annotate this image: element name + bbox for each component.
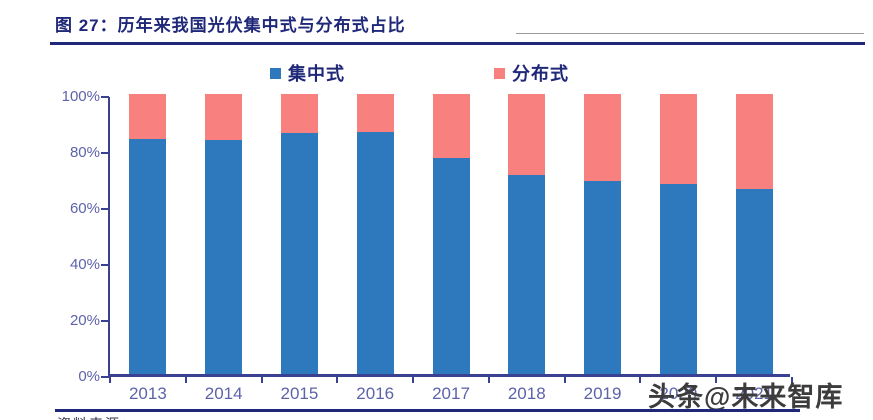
legend-label-centralized: 集中式 [288, 64, 345, 84]
y-axis-tick-mark [101, 320, 109, 322]
y-axis-tick-label: 40% [69, 256, 100, 273]
source-line-clipped: 资料来源： [57, 414, 477, 420]
y-axis-tick-mark [101, 376, 109, 378]
x-axis-tick-mark [184, 377, 187, 383]
x-axis-category-label: 2018 [507, 384, 546, 403]
y-axis-tick-label: 0% [78, 368, 100, 385]
x-axis-tick-mark [563, 377, 566, 383]
x-axis-category-label: 2016 [356, 384, 395, 403]
stacked-bar-2021 [735, 94, 773, 374]
plot-wrap: 0% 20% 40% 60% 80% 100% 2013 2014 2015 2016 2017 20… [62, 88, 793, 403]
y-axis-tick-mark [101, 208, 109, 210]
x-axis-category-label: 2019 [583, 384, 622, 403]
x-axis-tick-mark [109, 377, 111, 383]
legend-label-distributed: 分布式 [512, 64, 569, 84]
segment-distributed [432, 94, 470, 159]
y-axis-tick-label: 100% [61, 88, 100, 105]
y-axis-tick-label: 60% [69, 200, 100, 217]
segment-distributed [508, 94, 546, 176]
y-axis-tick-label: 80% [69, 144, 100, 161]
segment-centralized [432, 158, 470, 374]
y-axis-tick-mark [101, 152, 109, 154]
segment-centralized [129, 138, 167, 374]
segment-centralized [508, 175, 546, 374]
segment-centralized [584, 180, 622, 374]
chart-legend: 集中式 分布式 [0, 60, 873, 84]
segment-distributed [280, 94, 318, 134]
plot-area: 0% 20% 40% 60% 80% 100% 2013 2014 2015 2016 2017 20… [62, 88, 793, 403]
stacked-bar-2014 [205, 94, 243, 374]
stacked-bar-2018 [508, 94, 546, 374]
segment-distributed [129, 94, 167, 139]
y-axis-tick-mark [101, 96, 109, 98]
figure-title: 图 27：历年来我国光伏集中式与分布式占比 [55, 16, 406, 35]
segment-centralized [659, 183, 697, 374]
distributed-swatch-icon [494, 67, 505, 79]
stacked-bar-2015 [280, 94, 318, 374]
segment-centralized [280, 133, 318, 374]
title-divider [50, 42, 865, 45]
segment-centralized [356, 131, 394, 374]
segment-distributed [735, 94, 773, 190]
x-axis-tick-mark [336, 377, 339, 383]
x-axis-tick-mark [715, 377, 718, 383]
y-axis-tick-mark [101, 264, 109, 266]
segment-centralized [205, 140, 243, 374]
watermark-text: 头条@未来智库 [648, 382, 844, 412]
x-axis-category-label: 2013 [128, 384, 167, 403]
stacked-bar-2016 [356, 94, 394, 374]
segment-centralized [735, 189, 773, 374]
y-axis-tick-label: 20% [69, 312, 100, 329]
stacked-bar-2013 [129, 94, 167, 374]
centralized-swatch-icon [270, 67, 281, 79]
x-axis-tick-mark [412, 377, 415, 383]
x-axis-tick-mark [639, 377, 642, 383]
segment-distributed [659, 94, 697, 184]
segment-distributed [205, 94, 243, 141]
x-axis-tick-mark [791, 377, 793, 383]
x-axis-tick-mark [487, 377, 490, 383]
stacked-bar-2019 [584, 94, 622, 374]
x-axis-category-label: 2015 [280, 384, 319, 403]
title-thin-rule [516, 33, 864, 34]
bottom-divider [55, 409, 800, 412]
stacked-bar-2017 [432, 94, 470, 374]
segment-distributed [356, 94, 394, 132]
stacked-bar-2020 [659, 94, 697, 374]
x-axis-category-label: 2020 [659, 384, 698, 403]
x-axis-category-label: 2014 [204, 384, 243, 403]
legend-item-centralized: 集中式 [270, 60, 345, 86]
x-axis-category-label: 2017 [432, 384, 470, 403]
legend-item-distributed: 分布式 [494, 60, 569, 86]
x-axis-category-label: 2021 [735, 384, 774, 403]
segment-distributed [584, 94, 622, 181]
x-axis-tick-mark [260, 377, 263, 383]
